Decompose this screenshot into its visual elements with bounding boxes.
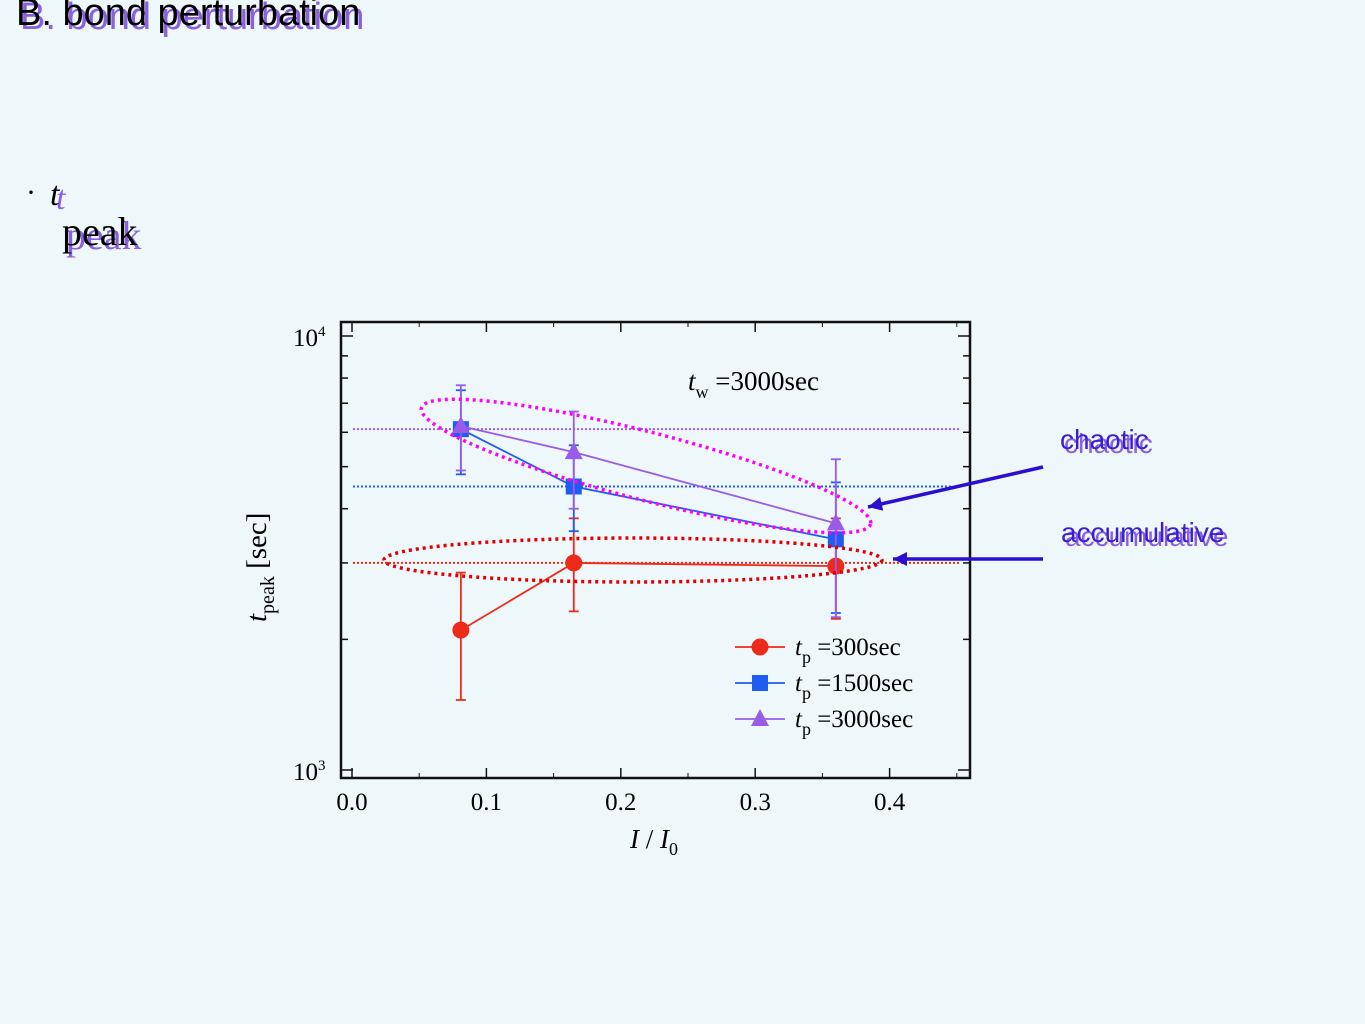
chaotic-ellipse [419,397,873,535]
y-tick-label: 104 [293,324,326,352]
y-axis-label: tpeak [sec] [241,513,279,622]
annotation-accumulative-text: accumulative [1061,517,1225,548]
x-axis-label: I / I0 [629,824,678,859]
x-tick-label: 0.2 [605,789,636,816]
series-line-2 [460,425,837,525]
legend-marker [752,675,768,691]
bullet-symbol-shadow: t [56,180,66,217]
legend-label-1: tp =1500sec [795,670,913,703]
legend-label-2: tp =3000sec [795,706,913,739]
x-tick-label: 0.1 [471,789,502,816]
y-tick-label: 103 [293,758,326,786]
series-line-0 [460,562,836,631]
x-tick-label: 0.0 [336,789,367,816]
arrow-accumulative-head [893,552,907,566]
slide-title-shadow: B. bond perturbation [20,0,365,38]
annotation-accumulative: accumulative accumulative [1061,517,1228,552]
annotation-tw: tw =3000sec [688,366,819,402]
legend-marker [751,638,769,656]
annotation-chaotic: chaotic chaotic [1060,424,1153,459]
annotation-chaotic-text: chaotic [1060,424,1149,455]
legend-marker [751,709,769,726]
legend-label-0: tp =300sec [795,634,901,667]
plot-frame [339,320,972,780]
series-line-1 [460,428,837,541]
x-tick-label: 0.4 [874,789,906,816]
bullet-symbol-text: t [50,176,60,213]
data-point-triangle [564,442,583,460]
arrow-chaotic-head [868,497,884,511]
data-point-triangle [451,416,470,434]
data-point-circle [452,621,470,639]
accumulative-ellipse [382,536,884,584]
slide-title: B. bond perturbation B. bond perturbatio… [16,0,364,38]
arrow-chaotic [867,465,1044,509]
bullet-subscript: peak peak [62,208,142,258]
bullet-symbol: t t [50,176,65,217]
x-tick-label: 0.3 [740,789,771,816]
data-point-triangle [826,513,845,531]
slide-title-text: B. bond perturbation [16,0,361,34]
annotation-chaotic-shadow: chaotic [1064,428,1153,459]
bullet-marker: · [26,176,36,209]
annotation-accumulative-shadow: accumulative [1065,521,1229,552]
data-point-circle [565,554,583,572]
bullet-subscript-shadow: peak [66,213,142,258]
bullet-subscript-text: peak [62,209,138,254]
